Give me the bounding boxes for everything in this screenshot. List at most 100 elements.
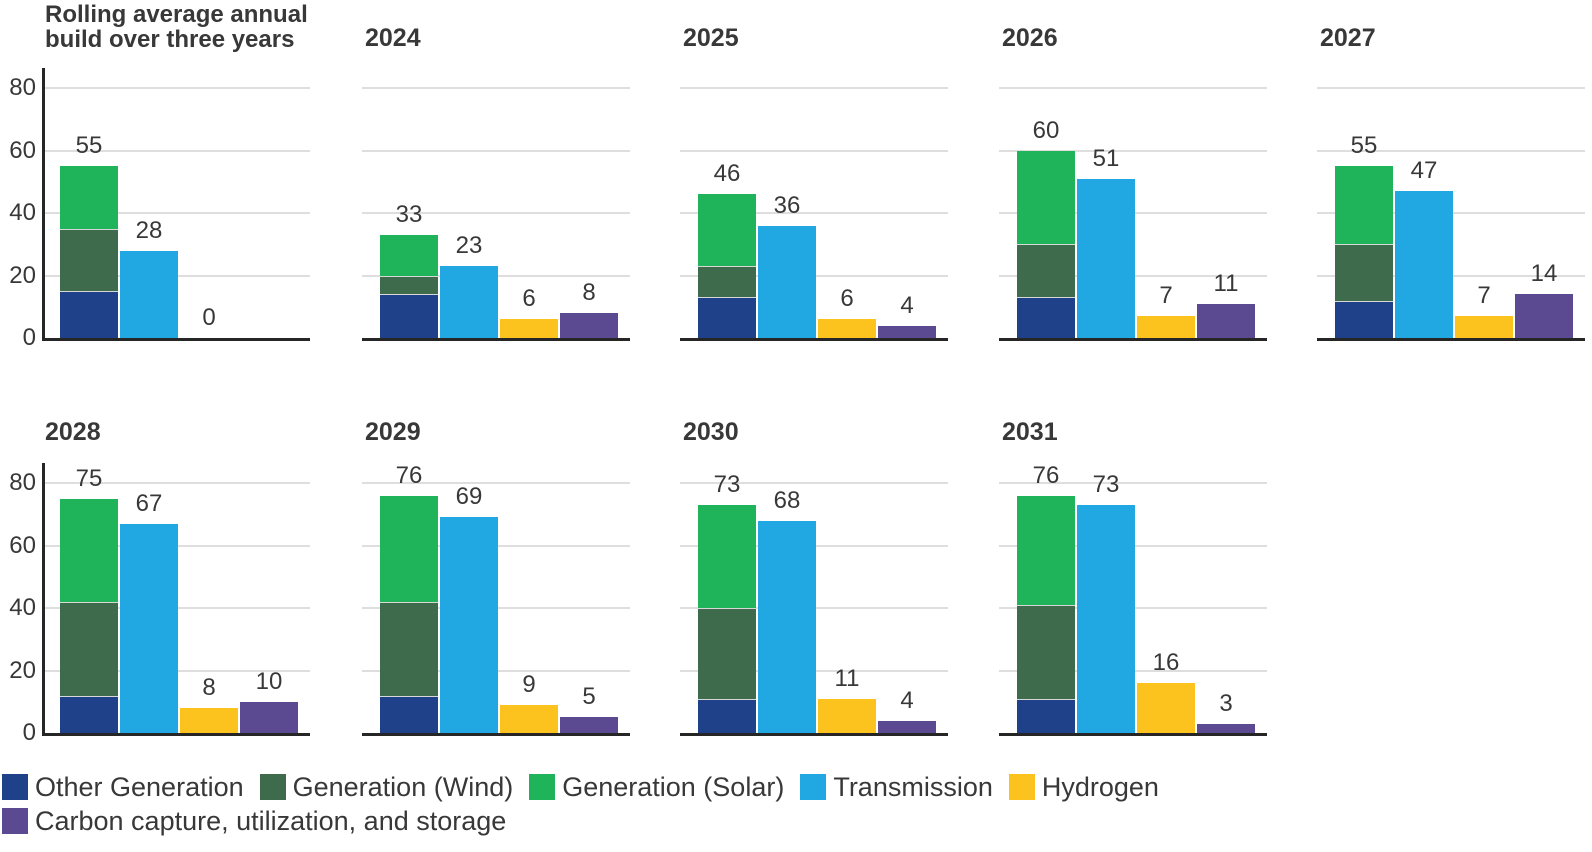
transmission-bar [120, 523, 178, 733]
stacked-generation-bar [60, 498, 118, 733]
gridline-y80 [1317, 87, 1585, 89]
hydrogen-bar [500, 704, 558, 733]
segment-other-generation [380, 695, 438, 733]
gridline-y80 [42, 87, 310, 89]
plot-area: 0 20 40 60 80 55 28 0 [9, 68, 310, 351]
y-tick-label: 20 [9, 656, 36, 684]
legend-label: Generation (Solar) [562, 771, 785, 802]
x-axis-line [362, 733, 630, 736]
legend-label: Carbon capture, utilization, and storage [35, 805, 507, 836]
transmission-bar [120, 250, 178, 338]
transmission-bar [758, 520, 816, 733]
bar-value-label: 7 [1477, 282, 1491, 310]
bar-value-label: 33 [395, 200, 423, 228]
panel-title: 2028 [45, 418, 101, 446]
legend-item-carbon-capture: Carbon capture, utilization, and storage [2, 806, 506, 837]
bar-value-label: 6 [522, 285, 536, 313]
bar-value-label: 3 [1219, 689, 1233, 717]
bar-value-label: 73 [1092, 470, 1120, 498]
other-generation-swatch-icon [2, 774, 28, 800]
bar-value-label: 5 [582, 683, 596, 711]
bar-value-label: 46 [713, 160, 741, 188]
transmission-swatch-icon [800, 774, 827, 800]
hydrogen-bar [818, 319, 876, 338]
bar-value-label: 7 [1159, 282, 1173, 310]
x-axis-line [680, 733, 948, 736]
bar-value-label: 69 [455, 483, 483, 511]
plot-area: 76 69 9 5 [362, 462, 630, 736]
y-axis-line [42, 68, 45, 341]
y-axis-line [42, 463, 45, 736]
gridline-y60 [42, 149, 310, 152]
bar-value-label: 28 [135, 216, 163, 244]
carbon-capture-bar [1197, 723, 1255, 733]
segment-generation-wind [60, 601, 118, 696]
segment-generation-solar [60, 166, 118, 229]
bar-value-label: 11 [834, 664, 860, 692]
legend-item-transmission: Transmission [800, 772, 993, 803]
bar-value-label: 47 [1410, 157, 1438, 185]
stacked-generation-bar [1335, 166, 1393, 338]
legend-row: Carbon capture, utilization, and storage [2, 804, 1590, 838]
panel-title: 2030 [683, 418, 739, 446]
stacked-generation-bar [1017, 150, 1075, 338]
hydrogen-bar [1137, 316, 1195, 338]
hydrogen-bar [500, 319, 558, 338]
bar-value-label: 68 [773, 486, 801, 514]
segment-other-generation [698, 297, 756, 338]
hydrogen-bar [1455, 316, 1513, 338]
segment-generation-wind [1017, 244, 1075, 298]
bar-value-label: 23 [455, 232, 483, 260]
segment-generation-wind [698, 266, 756, 298]
gridline-y60 [680, 149, 948, 152]
y-tick-label: 0 [22, 324, 36, 351]
gridline-y60 [1317, 149, 1585, 152]
carbon-capture-bar [1515, 294, 1573, 338]
stacked-generation-bar [1017, 495, 1075, 733]
plot-area: 73 68 11 4 [680, 463, 948, 736]
panel-title: 2025 [683, 24, 739, 52]
plot-area: 0 20 40 60 80 75 67 8 10 [9, 463, 310, 746]
legend-row: Other Generation Generation (Wind) Generat… [2, 770, 1590, 804]
stacked-generation-bar [60, 166, 118, 338]
bar-value-label: 11 [1213, 269, 1239, 297]
segment-generation-solar [60, 498, 118, 602]
gridline-y80 [680, 87, 948, 89]
legend-label: Transmission [833, 771, 993, 802]
bar-value-label: 73 [713, 470, 741, 498]
legend-label: Generation (Wind) [292, 771, 514, 802]
segment-generation-solar [1017, 495, 1075, 605]
x-axis-line [362, 338, 630, 341]
segment-generation-wind [380, 275, 438, 295]
legend-item-other-generation: Other Generation [2, 772, 244, 803]
x-axis-line [999, 338, 1267, 341]
segment-other-generation [1017, 297, 1075, 338]
segment-other-generation [698, 698, 756, 733]
legend-item-generation-solar: Generation (Solar) [529, 772, 784, 803]
gridline-y80 [362, 87, 630, 89]
transmission-bar [440, 266, 498, 338]
y-tick-label: 40 [9, 199, 36, 226]
plot-area: 33 23 6 8 [362, 68, 630, 341]
segment-generation-solar [1335, 166, 1393, 245]
segment-generation-solar [380, 234, 438, 276]
segment-generation-wind [60, 228, 118, 292]
bar-value-label: 75 [75, 464, 103, 492]
x-axis-line [42, 338, 310, 341]
y-tick-label: 40 [9, 594, 36, 621]
bar-value-label: 6 [840, 285, 854, 313]
panel-title: 2026 [1002, 24, 1058, 52]
bar-value-label: 76 [1032, 461, 1060, 489]
segment-generation-wind [1017, 604, 1075, 699]
x-axis-line [42, 733, 310, 736]
plot-area: 76 73 16 3 [999, 461, 1267, 736]
legend-label: Hydrogen [1041, 771, 1159, 802]
segment-generation-solar [380, 495, 438, 602]
stacked-generation-bar [698, 194, 756, 338]
transmission-bar [1077, 178, 1135, 338]
bar-value-label: 0 [202, 304, 216, 331]
transmission-bar [1395, 191, 1453, 338]
bar-value-label: 16 [1152, 649, 1180, 676]
carbon-capture-bar [878, 720, 936, 733]
x-axis-line [680, 338, 948, 341]
